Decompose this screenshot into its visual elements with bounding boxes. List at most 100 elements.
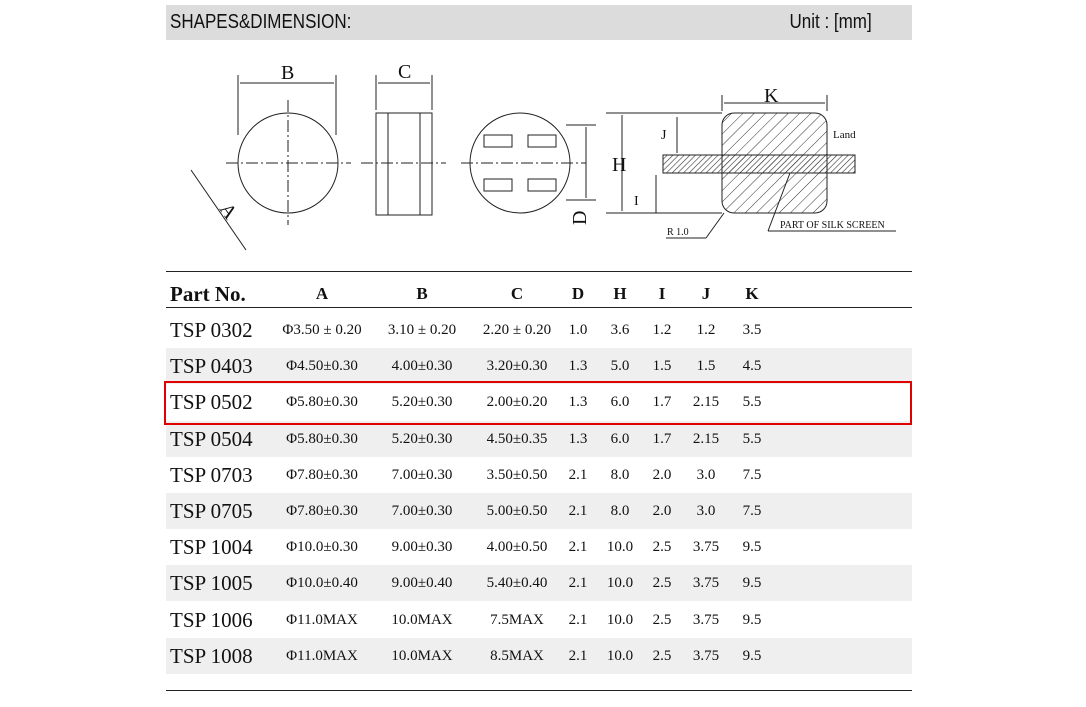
- table-row: TSP 0502 Φ5.80±0.30 5.20±0.30 2.00±0.20 1.3 6…: [166, 384, 912, 420]
- table-row: TSP 0504 Φ5.80±0.30 5.20±0.30 4.50±0.35 1.3 6…: [166, 420, 912, 457]
- cell-k: 9.5: [742, 647, 762, 664]
- cell-c: 8.5MAX: [490, 647, 544, 664]
- cell-part-no: TSP 0705: [170, 499, 253, 523]
- cell-d: D: [571, 284, 585, 303]
- svg-text:B: B: [281, 62, 294, 84]
- cell-a: Φ7.80±0.30: [286, 503, 358, 519]
- cell-a: Φ11.0MAX: [286, 647, 358, 664]
- cell-a: Φ7.80±0.30: [286, 466, 358, 483]
- cell-i: 2.5: [652, 611, 672, 628]
- svg-text:J: J: [661, 128, 667, 143]
- cell-i: 2.0: [652, 503, 672, 519]
- cell-j: 3.0: [696, 466, 716, 483]
- cell-k: 5.5: [742, 394, 762, 411]
- table-row: TSP 0403 Φ4.50±0.30 4.00±0.30 3.20±0.30 1.3 5…: [166, 348, 912, 385]
- cell-h: 10.0: [606, 539, 634, 556]
- cell-i: 1.7: [652, 430, 672, 447]
- cell-b: 10.0MAX: [391, 647, 453, 664]
- cell-k: 7.5: [742, 503, 762, 519]
- cell-d: 2.1: [568, 466, 588, 483]
- cell-c: C: [510, 284, 524, 303]
- dimension-drawing: B A C D K H J I Land R 1.0 PART OF SILK …: [190, 61, 896, 251]
- table-row: TSP 1004 Φ10.0±0.30 9.00±0.30 4.00±0.50 2.1 1…: [166, 529, 912, 565]
- cell-j: 3.75: [692, 575, 720, 592]
- cell-k: 9.5: [742, 539, 762, 556]
- cell-k: K: [745, 284, 759, 303]
- svg-text:K: K: [764, 85, 779, 107]
- cell-a: Φ10.0±0.40: [286, 575, 358, 592]
- side-view-drawing: C: [361, 61, 446, 216]
- section-title: SHAPES&DIMENSION:: [170, 11, 352, 33]
- cell-h: 3.6: [610, 322, 630, 338]
- cell-part-no: TSP 1008: [170, 643, 253, 668]
- cell-a: Φ5.80±0.30: [286, 394, 358, 411]
- svg-text:D: D: [569, 211, 591, 225]
- cell-b: 9.00±0.30: [391, 539, 453, 556]
- table-top-rule: [166, 271, 912, 272]
- cell-i: I: [658, 284, 666, 303]
- bottom-view-drawing: D: [461, 112, 596, 225]
- cell-b: 5.20±0.30: [391, 394, 453, 411]
- table-row: TSP 1008 Φ11.0MAX 10.0MAX 8.5MAX 2.1 10.0 2.5 3…: [166, 637, 912, 674]
- cell-d: 2.1: [568, 503, 588, 519]
- cell-part-no: TSP 0703: [170, 462, 253, 487]
- cell-k: 4.5: [742, 358, 762, 375]
- cell-i: 2.5: [652, 539, 672, 556]
- cell-j: 3.0: [696, 503, 716, 519]
- cell-j: 1.2: [696, 322, 716, 338]
- cell-d: 1.3: [568, 430, 588, 447]
- cell-j: 3.75: [692, 611, 720, 628]
- cell-part-no: TSP 1004: [170, 535, 253, 560]
- cell-j: 2.15: [692, 430, 720, 447]
- cell-i: 2.0: [652, 466, 672, 483]
- cell-d: 2.1: [568, 539, 588, 556]
- highlight-box: [164, 381, 912, 425]
- table-row: TSP 0703 Φ7.80±0.30 7.00±0.30 3.50±0.50 2.1 8…: [166, 457, 912, 493]
- table-header: Part No. A B C D H I J K: [166, 276, 912, 312]
- cell-c: 2.00±0.20: [486, 394, 548, 411]
- cell-i: 2.5: [652, 575, 672, 592]
- cell-j: 3.75: [692, 539, 720, 556]
- cell-d: 2.1: [568, 611, 588, 628]
- svg-text:I: I: [634, 194, 639, 209]
- cell-j: 2.15: [692, 394, 720, 411]
- cell-part-no: Part No.: [170, 282, 246, 306]
- cell-a: Φ5.80±0.30: [286, 430, 358, 447]
- cell-k: 3.5: [742, 322, 762, 338]
- unit-label: Unit : [mm]: [789, 11, 872, 33]
- cell-b: 7.00±0.30: [391, 466, 453, 483]
- cell-b: 7.00±0.30: [391, 503, 453, 519]
- svg-text:H: H: [612, 154, 626, 176]
- cell-h: 10.0: [606, 575, 634, 592]
- cell-c: 4.50±0.35: [486, 430, 548, 447]
- cell-h: 6.0: [610, 430, 630, 447]
- cell-d: 2.1: [568, 575, 588, 592]
- cell-b: 4.00±0.30: [391, 358, 453, 375]
- cell-part-no: TSP 1005: [170, 571, 253, 596]
- cell-b: 10.0MAX: [391, 611, 453, 628]
- cell-c: 3.20±0.30: [486, 358, 548, 375]
- cell-j: 1.5: [696, 358, 716, 375]
- cell-b: 9.00±0.40: [391, 575, 453, 592]
- cell-part-no: TSP 0403: [170, 354, 253, 379]
- svg-text:A: A: [215, 199, 242, 224]
- cell-c: 2.20 ± 0.20: [482, 322, 552, 338]
- cell-c: 3.50±0.50: [486, 466, 548, 483]
- cell-a: Φ4.50±0.30: [286, 358, 358, 375]
- cell-c: 5.00±0.50: [486, 503, 548, 519]
- cell-j: J: [701, 284, 711, 303]
- table-row: TSP 0302 Φ3.50 ± 0.20 3.10 ± 0.20 2.20 ± 0.…: [166, 312, 912, 348]
- svg-text:PART OF SILK SCREEN: PART OF SILK SCREEN: [780, 220, 885, 231]
- svg-text:R 1.0: R 1.0: [667, 227, 689, 238]
- table-bottom-rule: [166, 690, 912, 691]
- header-rule: [166, 307, 912, 308]
- cell-c: 5.40±0.40: [486, 575, 548, 592]
- cell-h: 6.0: [610, 394, 630, 411]
- cell-k: 7.5: [742, 466, 762, 483]
- cell-a: A: [315, 284, 329, 303]
- cell-k: 5.5: [742, 430, 762, 447]
- cell-part-no: TSP 0504: [170, 426, 253, 451]
- table-row: TSP 0705 Φ7.80±0.30 7.00±0.30 5.00±0.50 2.1 8…: [166, 493, 912, 529]
- cell-h: 10.0: [606, 611, 634, 628]
- table-row: TSP 1005 Φ10.0±0.40 9.00±0.40 5.40±0.40 2.1 1…: [166, 565, 912, 602]
